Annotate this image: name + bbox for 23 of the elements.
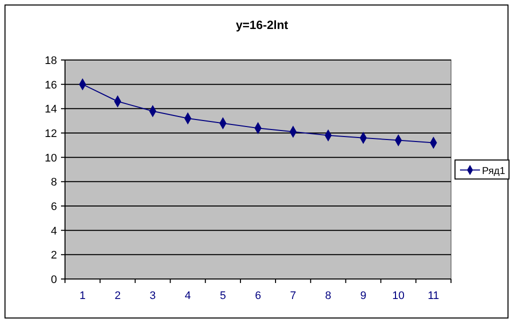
x-tick-label: 8 <box>325 290 332 302</box>
y-tick-label: 14 <box>44 104 57 116</box>
y-tick-label: 10 <box>44 152 57 164</box>
x-tick-label: 2 <box>114 290 121 302</box>
x-tick-label: 1 <box>79 290 86 302</box>
x-tick-label: 5 <box>220 290 226 302</box>
x-tick-label: 10 <box>392 290 404 302</box>
x-tick-label: 9 <box>360 290 366 302</box>
y-tick-label: 2 <box>50 250 57 262</box>
y-tick-label: 0 <box>50 274 57 286</box>
y-tick-label: 18 <box>44 55 57 67</box>
y-tick-label: 16 <box>44 79 57 92</box>
chart-title: y=16-2lnt <box>236 18 288 32</box>
legend-label: Ряд1 <box>482 166 506 177</box>
y-tick-label: 4 <box>50 225 57 238</box>
x-tick-label: 3 <box>150 290 156 302</box>
y-tick-label: 6 <box>50 201 57 213</box>
y-tick-label: 12 <box>44 128 57 140</box>
x-tick-label: 11 <box>428 290 440 302</box>
y-tick-label: 8 <box>50 176 57 189</box>
x-tick-label: 4 <box>184 290 191 302</box>
x-tick-label: 7 <box>290 290 296 302</box>
x-tick-label: 6 <box>254 290 262 302</box>
